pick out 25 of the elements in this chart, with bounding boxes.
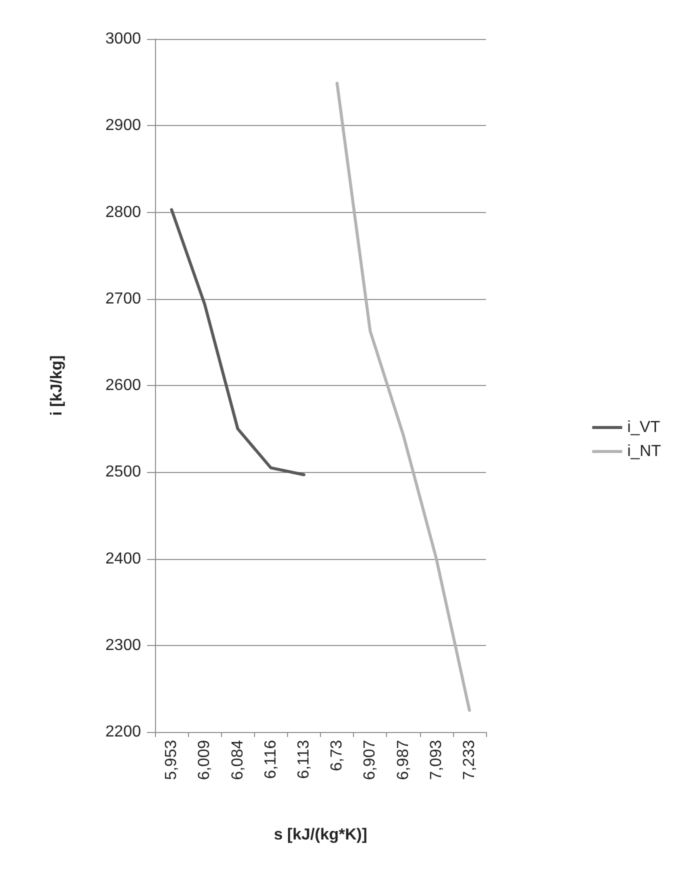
x-tick-label: 7,093	[428, 740, 445, 780]
y-tick-label: 2600	[105, 377, 142, 394]
x-tick-label: 7,233	[460, 740, 478, 780]
x-tick-label: 6,113	[295, 740, 312, 779]
line-series	[170, 208, 306, 476]
y-tick-label: 2800	[105, 204, 142, 221]
legend-label: i_VT	[627, 419, 660, 436]
x-tick-label: 6,009	[196, 740, 214, 780]
y-tick-label: 3000	[105, 30, 142, 48]
x-tick-label: 6,987	[394, 740, 412, 780]
x-axis-title: s [kJ/(kg*K)]	[274, 826, 368, 844]
x-tick-label: 5,953	[163, 740, 180, 780]
y-tick-label: 2500	[105, 464, 142, 481]
y-tick-label: 2900	[105, 117, 142, 134]
y-tick-label: 2300	[105, 636, 142, 654]
legend-label: i_NT	[627, 443, 662, 460]
y-tick-label: 2400	[105, 550, 142, 568]
line-series	[336, 82, 471, 712]
y-tick-label: 2200	[105, 724, 142, 740]
x-tick-label: 6,084	[229, 740, 246, 780]
x-tick-label: 6,116	[262, 740, 280, 779]
y-tick-label: 2700	[105, 290, 142, 308]
x-tick-label: 6,907	[362, 740, 379, 780]
y-axis-title: i [kJ/kg]	[48, 355, 66, 416]
x-tick-label: 6,73	[328, 740, 346, 772]
